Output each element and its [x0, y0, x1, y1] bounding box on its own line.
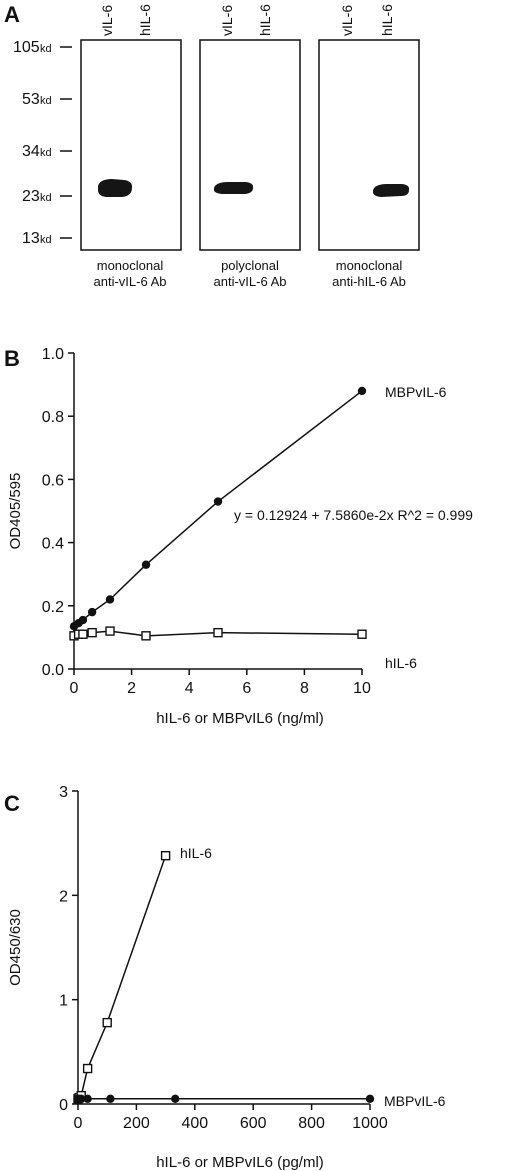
marker-labels: 105 kd 53 kd 34 kd 23 kd 13 kd	[13, 39, 72, 247]
marker-13-value: 13	[22, 230, 40, 247]
marker-23-unit: kd	[40, 192, 52, 204]
chart-b-point-hil-6	[141, 631, 151, 641]
regression-annotation: y = 0.12924 + 7.5860e-2x R^2 = 0.999	[234, 507, 473, 523]
chart-c-xtick-label: 200	[123, 1115, 150, 1132]
chart-b-xtick-label: 2	[127, 680, 136, 697]
chart-c-xtick-label: 1000	[352, 1115, 388, 1132]
chart-b-y-axis-label: OD405/595	[7, 473, 24, 550]
chart-b-point-hil-6	[78, 629, 88, 639]
blot-caption-1-line1: monoclonal	[97, 258, 164, 273]
marker-13-unit: kd	[40, 234, 52, 246]
chart-b-ytick-label: 0.0	[42, 662, 64, 679]
chart-b-series-label-mbpvil-6: MBPvIL-6	[385, 384, 447, 400]
panel-c-label: C	[4, 791, 20, 816]
band-vil6-polyclonal	[214, 182, 254, 194]
lane-label-hil6-1: hIL-6	[137, 4, 153, 36]
panel-b-label: B	[4, 346, 20, 371]
lane-label-vil6-1: vIL-6	[99, 5, 115, 36]
chart-b-x-axis-label: hIL-6 or MBPvIL6 (ng/ml)	[156, 710, 324, 727]
lane-label-hil6-2: hIL-6	[257, 4, 273, 36]
marker-34-value: 34	[22, 143, 40, 160]
blot-caption-2-line1: polyclonal	[221, 258, 279, 273]
chart-b-ytick-label: 1.0	[42, 346, 64, 363]
chart-c-xtick-label: 0	[74, 1115, 83, 1132]
chart-b-xtick-label: 0	[70, 680, 79, 697]
chart-b-ytick-label: 0.4	[42, 536, 64, 553]
blot-frame-3	[318, 39, 420, 251]
chart-c-ytick-label: 0	[59, 1097, 68, 1114]
chart-b-ytick-label: 0.2	[42, 599, 64, 616]
chart-b-xtick-label: 6	[242, 680, 251, 697]
chart-c-ytick-label: 1	[59, 993, 68, 1010]
blot-panel-3: vIL-6 hIL-6 monoclonal anti-hIL-6 Ab	[318, 4, 420, 289]
chart-c-series-label-mbpvil-6: MBPvIL-6	[384, 1093, 446, 1109]
blot-frame-2	[199, 39, 301, 251]
blot-frame-1	[80, 39, 182, 251]
chart-c-point-mbpvil-6	[83, 1094, 92, 1103]
chart-c-point-hil-6	[102, 1017, 112, 1028]
blot-panel-2: vIL-6 hIL-6 polyclonal anti-vIL-6 Ab	[199, 4, 301, 289]
band-vil6-monoclonal	[98, 179, 133, 197]
lane-label-vil6-3: vIL-6	[339, 5, 355, 36]
chart-c-y-axis-label: OD450/630	[7, 909, 24, 986]
chart-b-xtick-label: 8	[300, 680, 309, 697]
blot-caption-3-line2: anti-hIL-6 Ab	[332, 274, 406, 289]
chart-b-point-mbpvil-6	[213, 497, 223, 506]
chart-b-point-hil-6	[87, 627, 97, 638]
chart-b-point-hil-6	[357, 629, 367, 639]
chart-b-point-hil-6	[105, 626, 115, 636]
chart-c-point-mbpvil-6	[171, 1094, 180, 1103]
chart-c-xtick-label: 600	[240, 1115, 267, 1132]
chart-c-point-mbpvil-6	[365, 1094, 375, 1103]
lane-label-vil6-2: vIL-6	[219, 5, 235, 36]
chart-c-x-axis-label: hIL-6 or MBPvIL6 (pg/ml)	[156, 1154, 324, 1171]
marker-53-unit: kd	[40, 95, 52, 107]
chart-c-point-hil-6	[160, 850, 171, 861]
lane-label-hil6-3: hIL-6	[379, 4, 395, 36]
chart-c-point-mbpvil-6	[77, 1094, 86, 1103]
chart-c-series-line-hil-6	[77, 855, 167, 1100]
chart-b-point-mbpvil-6	[105, 595, 115, 604]
marker-34-unit: kd	[40, 147, 52, 159]
marker-23-value: 23	[22, 188, 40, 205]
blot-caption-3-line1: monoclonal	[336, 258, 403, 273]
chart-b-ytick-label: 0.6	[42, 472, 64, 489]
chart-c-point-mbpvil-6	[106, 1094, 115, 1103]
chart-b-xtick-label: 10	[353, 680, 371, 697]
chart-b-series-label-hil-6: hIL-6	[385, 655, 417, 671]
chart-c-series-label-hil-6: hIL-6	[180, 845, 212, 861]
chart-c: 0 1 2 3 0 200 400 600 800 1000 hIL-6 or MBPvIL6 (p…	[7, 784, 446, 1171]
chart-c-ytick-label: 3	[59, 784, 68, 801]
blot-caption-2-line2: anti-vIL-6 Ab	[214, 274, 287, 289]
chart-b-point-mbpvil-6	[78, 615, 88, 625]
chart-c-point-hil-6	[82, 1063, 93, 1074]
chart-b: 0.0 0.2 0.4 0.6 0.8 1.0 0 2 4 6 8 10 hIL-6 or MBPvIL…	[7, 346, 447, 727]
band-hil6-monoclonal	[373, 184, 410, 197]
chart-b-point-mbpvil-6	[357, 386, 367, 396]
marker-105-unit: kd	[40, 43, 52, 55]
chart-b-xtick-label: 4	[185, 680, 194, 697]
chart-b-point-mbpvil-6	[87, 607, 97, 617]
chart-c-ytick-label: 2	[59, 888, 68, 905]
chart-c-xtick-label: 800	[298, 1115, 325, 1132]
chart-b-ytick-label: 0.8	[42, 409, 64, 426]
blot-caption-1-line2: anti-vIL-6 Ab	[94, 274, 167, 289]
marker-53-value: 53	[22, 91, 40, 108]
blot-panel-1: vIL-6 hIL-6 monoclonal anti-vIL-6 Ab	[80, 4, 182, 289]
chart-b-point-mbpvil-6	[141, 560, 151, 569]
chart-c-xtick-label: 400	[181, 1115, 208, 1132]
panel-a-label: A	[4, 2, 20, 27]
marker-105-value: 105	[13, 39, 40, 56]
chart-b-point-hil-6	[213, 627, 223, 638]
